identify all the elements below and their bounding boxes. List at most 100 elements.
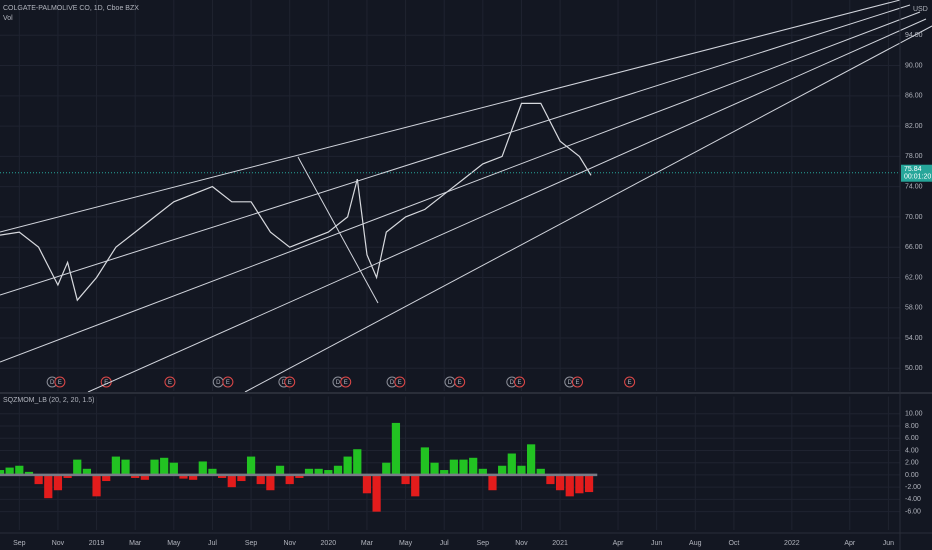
momentum-bar xyxy=(140,474,149,480)
momentum-bar xyxy=(459,459,468,475)
momentum-bar xyxy=(15,465,24,475)
event-label: E xyxy=(518,380,522,386)
event-label: D xyxy=(510,380,515,386)
x-tick-label: May xyxy=(399,540,413,547)
momentum-bar xyxy=(565,474,574,497)
fan-line xyxy=(244,25,932,393)
chart-title: COLGATE-PALMOLIVE CO, 1D, Cboe BZX xyxy=(3,5,139,12)
momentum-bar xyxy=(546,474,555,485)
momentum-bar xyxy=(189,474,198,480)
event-label: D xyxy=(50,380,55,386)
momentum-bar xyxy=(111,456,120,475)
y-tick-label: -2.00 xyxy=(905,484,921,491)
momentum-bar xyxy=(44,474,53,499)
x-tick-label: Jun xyxy=(651,540,662,547)
momentum-bar xyxy=(102,474,111,482)
momentum-bar xyxy=(92,474,101,497)
event-label: E xyxy=(104,380,108,386)
event-marker xyxy=(514,376,526,388)
x-tick-label: 2021 xyxy=(552,540,568,547)
y-tick-label: 10.00 xyxy=(905,411,923,418)
event-label: E xyxy=(226,380,230,386)
momentum-bar xyxy=(5,467,14,475)
x-tick-label: Jun xyxy=(883,540,894,547)
momentum-bar xyxy=(517,465,526,475)
event-label: E xyxy=(575,380,579,386)
x-tick-label: May xyxy=(167,540,181,547)
y-tick-label: 90.00 xyxy=(905,62,923,69)
event-marker xyxy=(284,376,296,388)
momentum-bar xyxy=(121,459,130,475)
momentum-bar xyxy=(353,449,362,475)
momentum-bar xyxy=(227,474,236,488)
volume-label: Vol xyxy=(3,15,13,22)
y-tick-label: 78.00 xyxy=(905,153,923,160)
fan-lines xyxy=(0,0,932,393)
y-tick-label: 94.00 xyxy=(905,32,923,39)
momentum-bar xyxy=(82,468,92,475)
momentum-bar xyxy=(420,447,429,475)
y-tick-label: 62.00 xyxy=(905,274,923,281)
y-tick-label: 8.00 xyxy=(905,423,919,430)
trend-line xyxy=(297,156,379,304)
momentum-bar xyxy=(401,474,410,485)
event-marker xyxy=(164,376,176,388)
momentum-bar xyxy=(237,474,246,482)
fan-line xyxy=(87,18,927,393)
event-label: E xyxy=(288,380,292,386)
event-label: D xyxy=(216,380,221,386)
x-tick-label: Nov xyxy=(515,540,528,547)
y-tick-label: 66.00 xyxy=(905,244,923,251)
x-tick-label: Sep xyxy=(13,540,26,547)
y-tick-label: -6.00 xyxy=(905,508,921,515)
x-tick-label: Apr xyxy=(844,540,856,547)
x-tick-label: Mar xyxy=(129,540,142,547)
momentum-bar xyxy=(246,456,256,475)
momentum-bar xyxy=(150,459,159,475)
momentum-bar xyxy=(449,459,458,475)
momentum-bar xyxy=(382,462,391,475)
fan-line xyxy=(0,11,921,363)
event-label: E xyxy=(344,380,348,386)
y-tick-label: 58.00 xyxy=(905,305,923,312)
momentum-bar xyxy=(295,474,304,478)
x-tick-label: Apr xyxy=(613,540,625,547)
currency-label: USD xyxy=(913,6,928,13)
y-tick-label: 2.00 xyxy=(905,460,919,467)
y-tick-label: 70.00 xyxy=(905,214,923,221)
x-tick-label: Nov xyxy=(283,540,296,547)
x-tick-label: Jul xyxy=(208,540,217,547)
price-line xyxy=(0,102,592,302)
momentum-bar xyxy=(362,474,372,494)
y-tick-label: 50.00 xyxy=(905,365,923,372)
y-tick-label: 74.00 xyxy=(905,183,923,190)
momentum-bar xyxy=(430,462,439,475)
momentum-bar xyxy=(333,465,343,475)
event-marker xyxy=(624,376,636,388)
countdown-label: 00:01:20 xyxy=(904,174,931,181)
event-label: E xyxy=(168,380,172,386)
momentum-bar xyxy=(53,474,63,491)
momentum-bar xyxy=(217,474,227,478)
momentum-bar xyxy=(536,468,545,475)
momentum-bar xyxy=(24,471,34,475)
momentum-bar xyxy=(440,470,449,475)
event-marker xyxy=(54,376,66,388)
momentum-bar xyxy=(131,474,140,478)
momentum-bar xyxy=(208,468,217,475)
momentum-bar xyxy=(304,468,314,475)
momentum-bar xyxy=(266,474,275,491)
momentum-bar xyxy=(488,474,497,491)
momentum-bar xyxy=(584,474,594,493)
y-tick-label: 0.00 xyxy=(905,472,919,479)
y-tick-label: 54.00 xyxy=(905,335,923,342)
event-marker xyxy=(571,376,583,388)
axis-layer: 50.00 54.00 58.00 62.00 66.00 70.00 74.00 78.00… xyxy=(13,32,932,547)
event-marker xyxy=(454,376,466,388)
x-tick-label: 2019 xyxy=(89,540,105,547)
event-label: E xyxy=(398,380,402,386)
event-label: D xyxy=(390,380,395,386)
momentum-bar xyxy=(498,465,507,475)
x-tick-label: Jul xyxy=(440,540,449,547)
